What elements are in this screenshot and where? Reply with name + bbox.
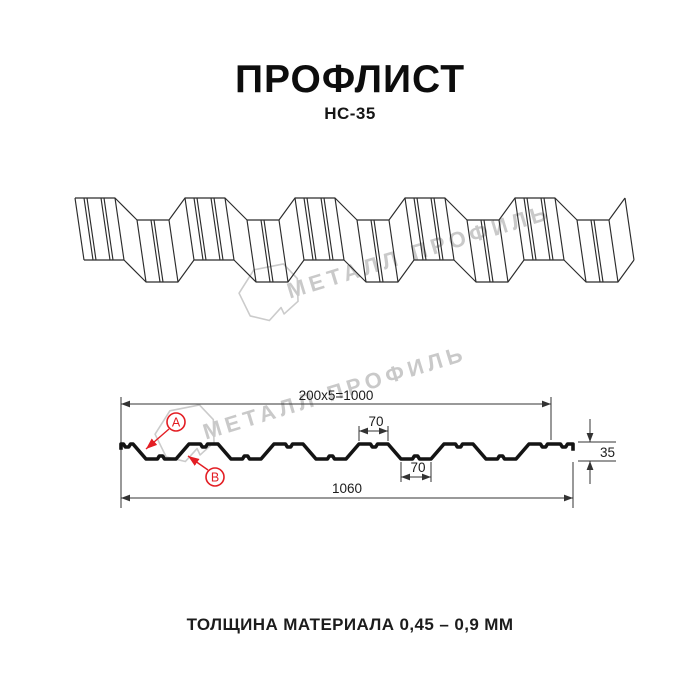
- iso-line: [193, 197, 204, 261]
- dim-height-label: 35: [600, 445, 615, 460]
- dim-trough-label: 70: [410, 460, 425, 475]
- iso-line: [294, 197, 305, 261]
- iso-line: [320, 197, 331, 261]
- dim-working-width-label: 200x5=1000: [299, 388, 374, 403]
- iso-line: [303, 197, 314, 261]
- iso-line: [466, 219, 477, 283]
- callout-a-label: A: [172, 416, 181, 430]
- iso-line: [323, 197, 334, 261]
- iso-line: [540, 197, 551, 261]
- cross-section-drawing: 200x5=1000 70 70 1060 35: [119, 388, 616, 508]
- iso-line: [430, 197, 441, 261]
- dim-total-width-label: 1060: [332, 481, 362, 496]
- iso-line: [576, 219, 587, 283]
- iso-line: [370, 219, 381, 283]
- iso-line: [523, 197, 534, 261]
- iso-line: [184, 197, 195, 261]
- profile-cross-section: [119, 442, 575, 461]
- iso-line: [526, 197, 537, 261]
- material-thickness-note: ТОЛЩИНА МАТЕРИАЛА 0,45 – 0,9 ММ: [186, 615, 514, 634]
- iso-line: [278, 219, 289, 283]
- iso-line: [210, 197, 221, 261]
- callout-b-leader: [187, 455, 209, 471]
- watermark-text: МЕТАЛЛ ПРОФИЛЬ: [284, 199, 554, 303]
- iso-line: [150, 219, 161, 283]
- iso-line: [246, 219, 257, 283]
- iso-line: [608, 219, 619, 283]
- iso-line: [83, 197, 94, 261]
- iso-line: [388, 219, 399, 283]
- iso-line: [590, 219, 601, 283]
- page-title: ПРОФЛИСТ: [234, 58, 466, 101]
- iso-line: [416, 197, 427, 261]
- iso-line: [480, 219, 491, 283]
- iso-line: [433, 197, 444, 261]
- dim-flange-label: 70: [368, 414, 383, 429]
- iso-line: [153, 219, 164, 283]
- iso-line: [103, 197, 114, 261]
- profile-3d-view: [74, 197, 635, 283]
- callout-b-circle: [205, 467, 225, 487]
- iso-line: [136, 219, 147, 283]
- watermark: МЕТАЛЛ ПРОФИЛЬ: [238, 199, 554, 322]
- callout-b-label: B: [211, 471, 219, 485]
- callout-a-circle: [166, 412, 186, 432]
- iso-line: [100, 197, 111, 261]
- iso-line: [260, 219, 271, 283]
- iso-line: [356, 219, 367, 283]
- iso-line: [444, 197, 455, 261]
- iso-line: [498, 219, 509, 283]
- iso-line: [624, 197, 635, 261]
- iso-line: [543, 197, 554, 261]
- iso-line: [213, 197, 224, 261]
- iso-line: [224, 197, 235, 261]
- iso-line: [168, 219, 179, 283]
- metall-profil-logo-icon: [238, 263, 299, 322]
- iso-line: [114, 197, 125, 261]
- iso-line: [514, 197, 525, 261]
- iso-line: [373, 219, 384, 283]
- iso-line: [483, 219, 494, 283]
- iso-line: [554, 197, 565, 261]
- iso-line: [196, 197, 207, 261]
- iso-line: [306, 197, 317, 261]
- profile-model-label: НС-35: [324, 104, 376, 123]
- callout-a-leader: [145, 428, 170, 450]
- iso-line: [404, 197, 415, 261]
- iso-line: [86, 197, 97, 261]
- iso-line: [413, 197, 424, 261]
- iso-line: [74, 197, 85, 261]
- iso-line: [263, 219, 274, 283]
- iso-line: [593, 219, 604, 283]
- iso-line: [334, 197, 345, 261]
